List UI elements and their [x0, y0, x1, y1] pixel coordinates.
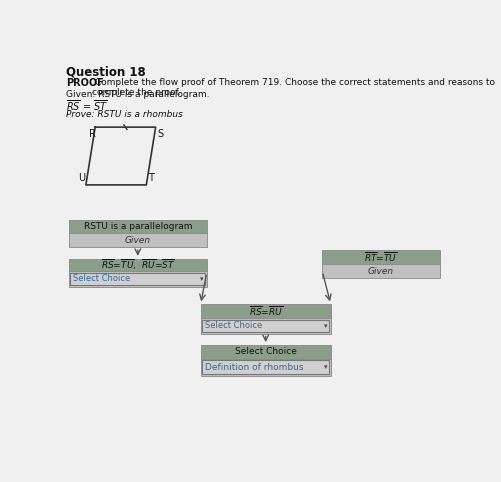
- FancyBboxPatch shape: [200, 345, 331, 359]
- Text: Given: RSTU is a parallelogram.: Given: RSTU is a parallelogram.: [67, 90, 210, 99]
- Text: Select Choice: Select Choice: [235, 348, 297, 357]
- Text: $\overline{RS}$=$\overline{TU}$,  $\overline{RU}$=$\overline{ST}$: $\overline{RS}$=$\overline{TU}$, $\overl…: [101, 258, 175, 272]
- Text: $\overline{RS}$=$\overline{RU}$: $\overline{RS}$=$\overline{RU}$: [248, 304, 283, 318]
- Text: Complete the flow proof of Theorem 719. Choose the correct statements and reason: Complete the flow proof of Theorem 719. …: [92, 78, 495, 97]
- Text: Question 18: Question 18: [67, 66, 146, 79]
- Text: S: S: [157, 129, 163, 139]
- FancyBboxPatch shape: [322, 250, 440, 264]
- Text: ▾: ▾: [324, 323, 327, 329]
- FancyBboxPatch shape: [69, 219, 207, 233]
- Text: PROOF: PROOF: [67, 78, 104, 88]
- FancyBboxPatch shape: [200, 359, 331, 376]
- FancyBboxPatch shape: [322, 264, 440, 278]
- FancyBboxPatch shape: [69, 259, 207, 271]
- Text: $\overline{RT}$=$\overline{TU}$: $\overline{RT}$=$\overline{TU}$: [364, 250, 398, 264]
- FancyBboxPatch shape: [202, 361, 329, 375]
- FancyBboxPatch shape: [69, 233, 207, 247]
- Text: Prove: RSTU is a rhombus: Prove: RSTU is a rhombus: [67, 110, 183, 119]
- FancyBboxPatch shape: [202, 320, 329, 332]
- Text: ▾: ▾: [324, 364, 327, 370]
- Text: U: U: [78, 174, 85, 183]
- Text: Select Choice: Select Choice: [205, 321, 263, 330]
- FancyBboxPatch shape: [69, 271, 207, 286]
- Text: Given: Given: [125, 236, 151, 245]
- Text: Definition of rhombus: Definition of rhombus: [205, 363, 304, 372]
- FancyBboxPatch shape: [200, 304, 331, 318]
- Text: Given: Given: [368, 267, 394, 276]
- Text: Select Choice: Select Choice: [74, 274, 131, 283]
- Text: $\overline{RS}$ = $\overline{ST}$: $\overline{RS}$ = $\overline{ST}$: [67, 99, 109, 113]
- Text: T: T: [148, 174, 154, 183]
- Text: ▾: ▾: [199, 276, 203, 282]
- FancyBboxPatch shape: [200, 318, 331, 334]
- Text: RSTU is a parallelogram: RSTU is a parallelogram: [84, 222, 192, 231]
- FancyBboxPatch shape: [70, 273, 205, 285]
- Text: R: R: [89, 129, 96, 139]
